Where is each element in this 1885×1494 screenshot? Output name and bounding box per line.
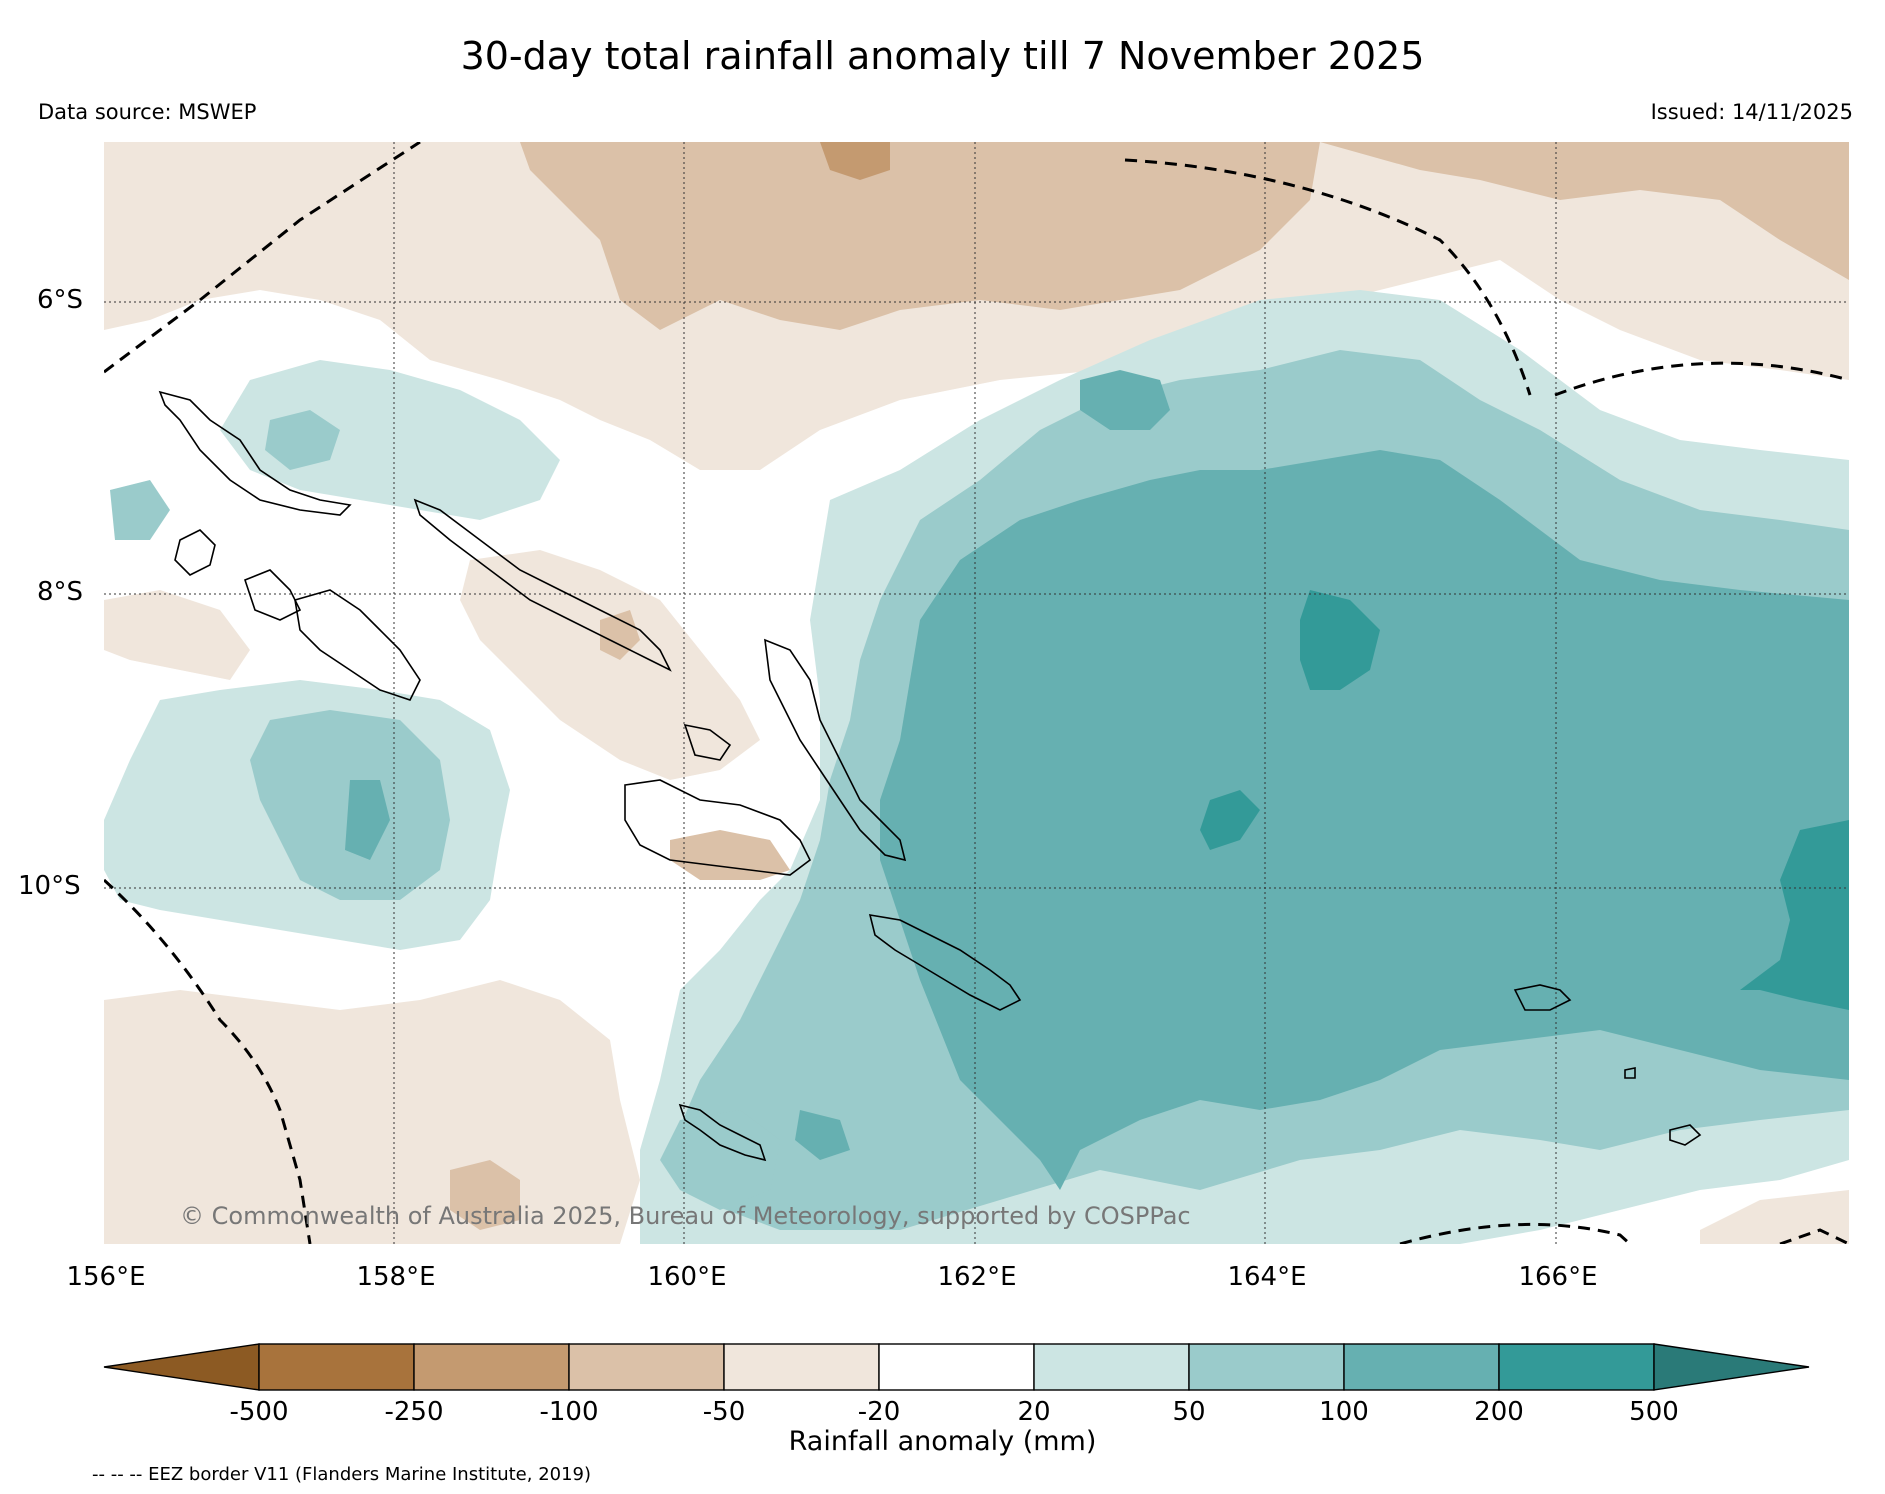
eez-legend-note: -- -- -- EEZ border V11 (Flanders Marine…	[92, 1464, 592, 1485]
colorbar-tick: 100	[1319, 1397, 1369, 1427]
colorbar-tick: 20	[1017, 1397, 1051, 1427]
dry-region-north-inner	[520, 142, 1320, 330]
new-georgia-coast	[244, 569, 302, 621]
lat-label-10s: 10°S	[18, 871, 81, 901]
colorbar-bin-6	[1033, 1343, 1190, 1391]
colorbar-bin-4	[723, 1343, 880, 1391]
guadalcanal-coast	[624, 779, 812, 876]
wet-peak-southcentral	[1200, 790, 1260, 850]
colorbar-tick: -100	[539, 1397, 599, 1427]
issued-date: Issued: 14/11/2025	[1650, 100, 1853, 124]
small-island-2	[1624, 1067, 1636, 1079]
wet-region-northwest	[220, 360, 560, 520]
lon-label-164e: 164°E	[1227, 1262, 1307, 1292]
eez-border-nw	[104, 142, 421, 374]
eez-border-e	[1554, 361, 1849, 397]
colorbar-bin-8	[1343, 1343, 1500, 1391]
wet-region-west-core	[345, 780, 390, 860]
eez-borders	[104, 142, 1849, 1244]
colorbar-tick: 500	[1629, 1397, 1679, 1427]
colorbar-extend-high	[1653, 1343, 1810, 1391]
colorbar-extend-low	[103, 1343, 260, 1391]
dry-region-west	[104, 590, 250, 680]
lon-label-158e: 158°E	[356, 1262, 436, 1292]
small-island-1	[1669, 1124, 1702, 1146]
colorbar-bin-9	[1498, 1343, 1655, 1391]
dry-region-north	[104, 142, 1849, 470]
graticule	[104, 142, 1849, 1244]
colorbar-tick: 50	[1172, 1397, 1206, 1427]
shortland-coast	[174, 529, 216, 576]
colorbar-tick: -50	[702, 1397, 746, 1427]
lat-label-8s: 8°S	[37, 577, 84, 607]
lon-label-160e: 160°E	[647, 1262, 727, 1292]
wet-region-north-core	[1080, 370, 1170, 430]
wet-region-south-lower	[660, 1110, 780, 1210]
colorbar-bin-3	[568, 1343, 725, 1391]
dry-spot-southwest	[450, 1160, 520, 1230]
florida-coast	[683, 723, 732, 761]
wet-region-east-core	[880, 450, 1849, 1190]
choiseul-coast	[413, 498, 672, 672]
nendo-coast	[1513, 984, 1572, 1011]
colorbar-tick: -20	[857, 1397, 901, 1427]
wet-region-south-lower-core	[795, 1110, 850, 1160]
lon-label-166e: 166°E	[1518, 1262, 1598, 1292]
wet-peak-center	[1300, 590, 1380, 690]
colorbar	[103, 1343, 1810, 1391]
wet-region-northwest-mid	[265, 410, 340, 470]
colorbar-tick: 200	[1474, 1397, 1524, 1427]
eez-border-sw	[104, 878, 312, 1244]
eez-border-s	[1399, 1222, 1632, 1244]
colorbar-bin-5	[878, 1343, 1035, 1391]
dry-spot-north	[820, 142, 890, 180]
colorbar-bin-1	[258, 1343, 415, 1391]
map-title: 30-day total rainfall anomaly till 7 Nov…	[460, 34, 1425, 78]
santa-isabel-coast	[764, 638, 907, 862]
eez-border-ne	[1124, 158, 1532, 396]
data-source: Data source: MSWEP	[38, 100, 257, 124]
dry-spot-central	[600, 610, 640, 660]
wet-region-far-west	[110, 480, 170, 540]
malaita-coast	[868, 914, 1022, 1011]
bougainville-coast	[158, 390, 352, 516]
dry-region-northeast	[1320, 142, 1849, 280]
lat-label-6s: 6°S	[37, 285, 84, 315]
dry-region-southeast-corner	[1700, 1190, 1849, 1244]
eez-border-se	[1779, 1228, 1849, 1244]
vella-lavella-coast	[294, 589, 421, 701]
dry-spot-guadalcanal	[670, 830, 790, 880]
wet-peak-east	[1740, 820, 1849, 1010]
lon-label-162e: 162°E	[937, 1262, 1017, 1292]
lon-label-156e: 156°E	[66, 1262, 146, 1292]
colorbar-bin-2	[413, 1343, 570, 1391]
makira-coast	[678, 1103, 767, 1162]
copyright-note: © Commonwealth of Australia 2025, Bureau…	[180, 1202, 1191, 1230]
coastlines	[158, 390, 1702, 1162]
colorbar-tick: -500	[229, 1397, 289, 1427]
colorbar-label: Rainfall anomaly (mm)	[788, 1426, 1097, 1457]
colorbar-tick: -250	[384, 1397, 444, 1427]
dry-region-central	[460, 550, 760, 780]
rainfall-fields	[104, 142, 1849, 1244]
colorbar-bin-7	[1188, 1343, 1345, 1391]
